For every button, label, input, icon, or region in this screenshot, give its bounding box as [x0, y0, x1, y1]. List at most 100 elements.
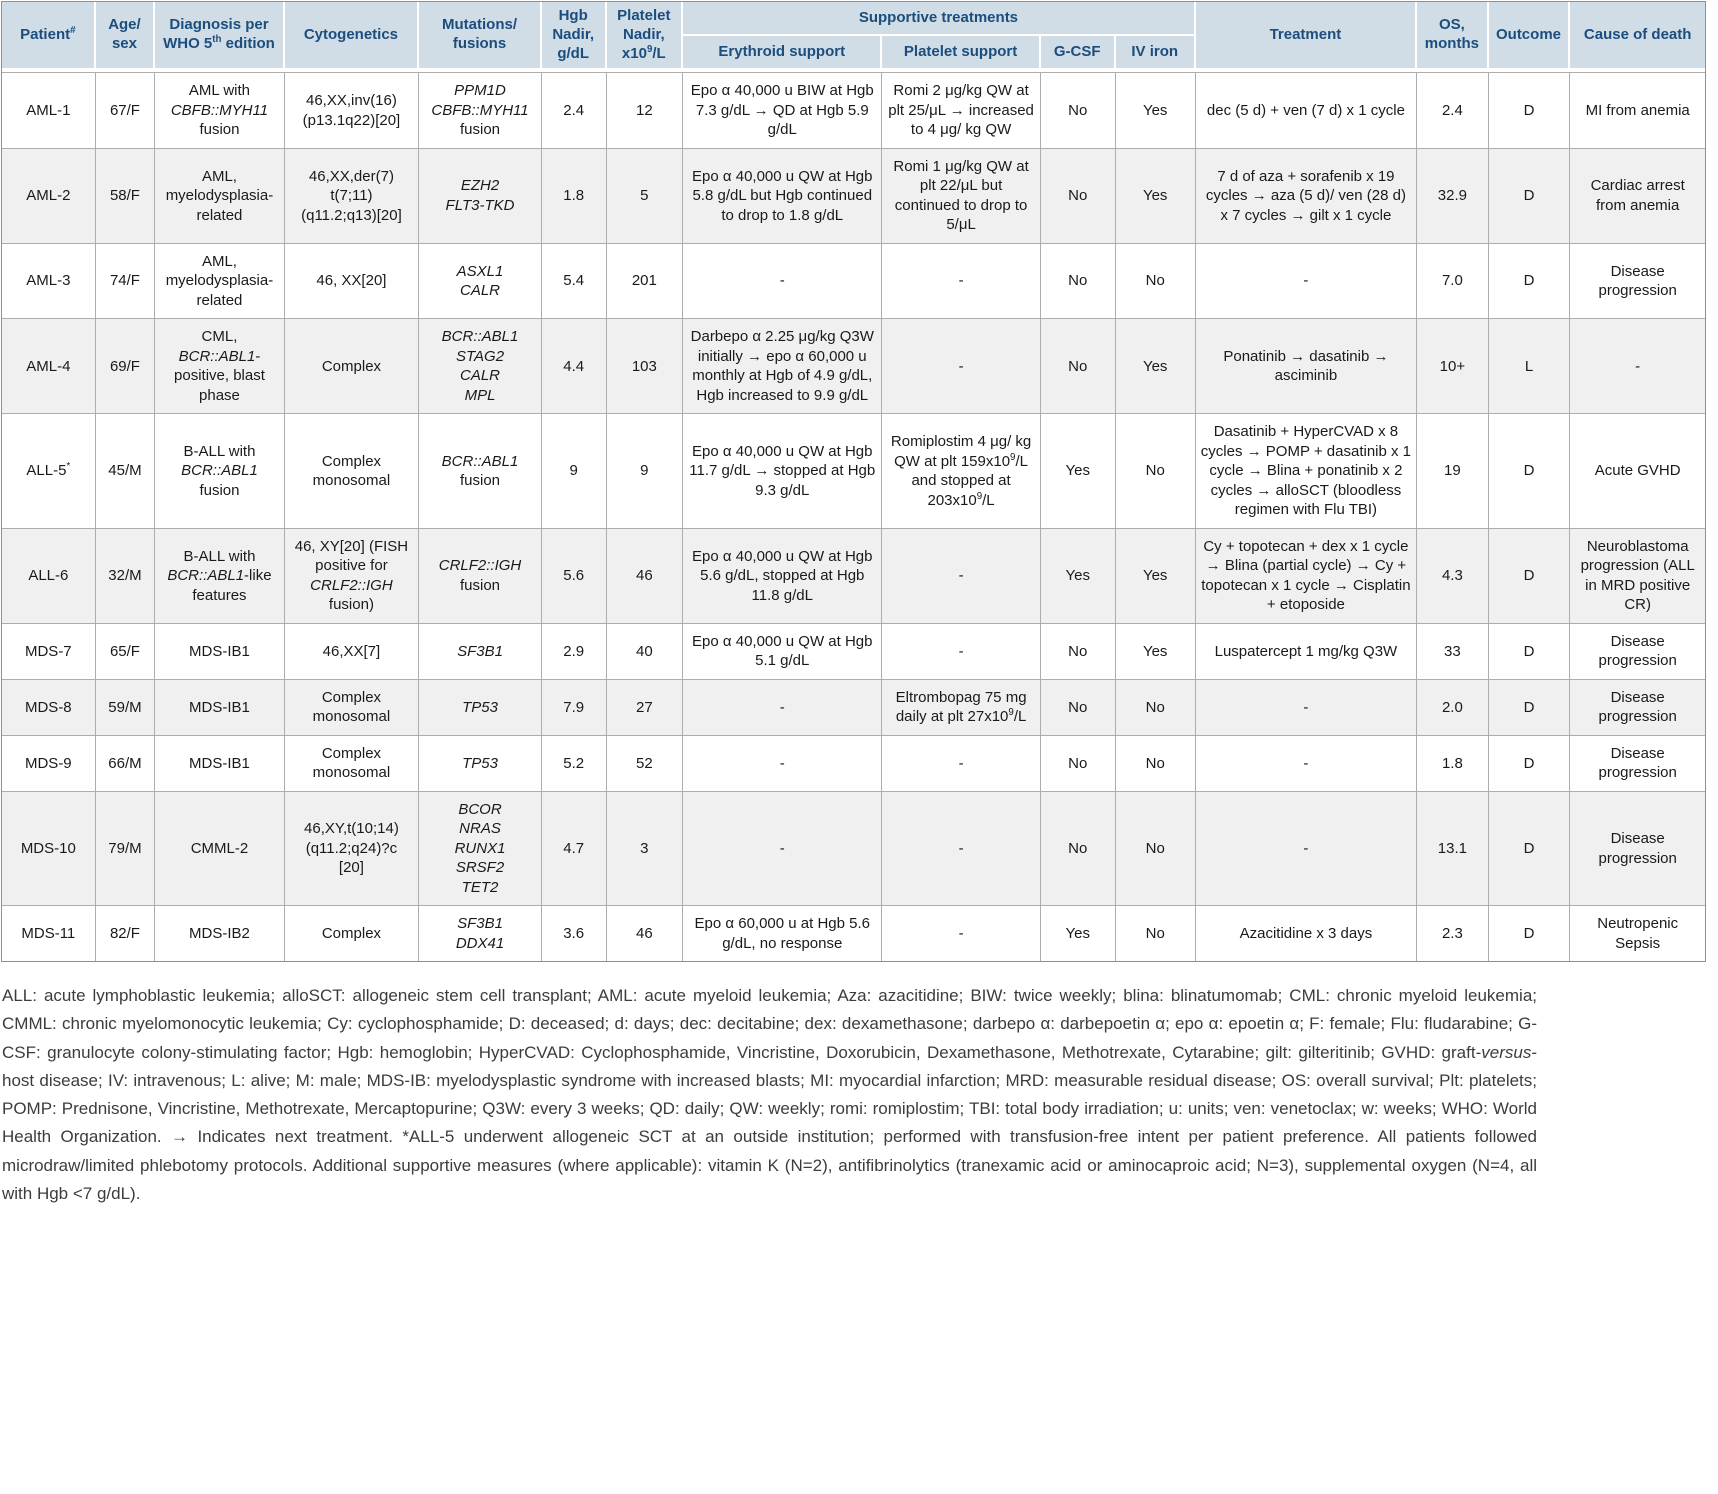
- patient-characteristics-table: Patient# Age/sex Diagnosis per WHO 5th e…: [2, 2, 1705, 962]
- cell-age-sex: 67/F: [95, 72, 156, 149]
- cell-mutations: CRLF2::IGH fusion: [419, 528, 542, 624]
- cell-treatment: -: [1195, 735, 1418, 792]
- col-header-treatment: Treatment: [1195, 2, 1418, 73]
- cell-iv-iron: Yes: [1115, 319, 1196, 415]
- cell-iv-iron: No: [1115, 906, 1196, 962]
- col-header-platelet-nadir: Platelet Nadir, x109/L: [606, 2, 684, 73]
- cell-cause-of-death: -: [1570, 319, 1705, 415]
- cell-platelet-support: -: [882, 791, 1041, 907]
- cell-cytogenetics: 46,XX[7]: [284, 623, 420, 680]
- cell-iv-iron: No: [1115, 679, 1196, 736]
- cell-age-sex: 82/F: [95, 906, 156, 962]
- cell-diagnosis: AML, myelodysplasia-related: [155, 148, 285, 244]
- cell-treatment: Cy + topotecan + dex x 1 cycle → Blina (…: [1195, 528, 1418, 624]
- cell-gcsf: No: [1040, 72, 1116, 149]
- cell-gcsf: No: [1040, 319, 1116, 415]
- cell-cause-of-death: Acute GVHD: [1570, 414, 1705, 529]
- cell-mutations: BCR::ABL1 fusion: [419, 414, 542, 529]
- cell-iv-iron: No: [1115, 791, 1196, 907]
- cell-diagnosis: AML with CBFB::MYH11 fusion: [155, 72, 285, 149]
- cell-cause-of-death: Disease progression: [1570, 679, 1705, 736]
- cell-patient: AML-4: [2, 319, 96, 415]
- cell-plt-nadir: 3: [606, 791, 684, 907]
- cell-erythroid-support: -: [683, 243, 883, 320]
- cell-diagnosis: MDS-IB2: [155, 906, 285, 962]
- cell-diagnosis: B-ALL with BCR::ABL1 fusion: [155, 414, 285, 529]
- cell-cytogenetics: Complex monosomal: [284, 414, 420, 529]
- cell-hgb-nadir: 7.9: [541, 679, 607, 736]
- cell-os-months: 7.0: [1417, 243, 1489, 320]
- cell-iv-iron: Yes: [1115, 72, 1196, 149]
- cell-gcsf: Yes: [1040, 414, 1116, 529]
- col-header-diagnosis: Diagnosis per WHO 5th edition: [155, 2, 285, 73]
- cell-age-sex: 45/M: [95, 414, 156, 529]
- cell-plt-nadir: 201: [606, 243, 684, 320]
- cell-cytogenetics: Complex monosomal: [284, 735, 420, 792]
- col-header-cause-of-death: Cause of death: [1570, 2, 1705, 73]
- table-row: AML-1 67/F AML with CBFB::MYH11 fusion 46,X…: [2, 72, 1705, 149]
- cell-outcome: D: [1488, 791, 1571, 907]
- cell-treatment: Ponatinib → dasatinib → asciminib: [1195, 319, 1418, 415]
- cell-iv-iron: No: [1115, 735, 1196, 792]
- cell-cause-of-death: Neutropenic Sepsis: [1570, 906, 1705, 962]
- table-row: MDS-8 59/M MDS-IB1 Complex monosomal TP53 7.9…: [2, 679, 1705, 736]
- cell-patient: ALL-5*: [2, 414, 96, 529]
- cell-iv-iron: Yes: [1115, 148, 1196, 244]
- cell-cytogenetics: Complex monosomal: [284, 679, 420, 736]
- cell-cause-of-death: Neuroblastoma progression (ALL in MRD po…: [1570, 528, 1705, 624]
- cell-platelet-support: -: [882, 735, 1041, 792]
- cell-age-sex: 59/M: [95, 679, 156, 736]
- cell-outcome: D: [1488, 528, 1571, 624]
- cell-hgb-nadir: 4.7: [541, 791, 607, 907]
- cell-diagnosis: MDS-IB1: [155, 679, 285, 736]
- table-row: AML-2 58/F AML, myelodysplasia-related 46,X…: [2, 148, 1705, 244]
- cell-diagnosis: CMML-2: [155, 791, 285, 907]
- cell-cause-of-death: Disease progression: [1570, 243, 1705, 320]
- cell-os-months: 1.8: [1417, 735, 1489, 792]
- cell-erythroid-support: Epo α 40,000 u QW at Hgb 11.7 g/dL → sto…: [683, 414, 883, 529]
- cell-os-months: 2.0: [1417, 679, 1489, 736]
- cell-hgb-nadir: 9: [541, 414, 607, 529]
- page: Patient# Age/sex Diagnosis per WHO 5th e…: [1, 1, 1706, 1203]
- cell-age-sex: 79/M: [95, 791, 156, 907]
- cell-treatment: -: [1195, 679, 1418, 736]
- cell-iv-iron: No: [1115, 243, 1196, 320]
- cell-erythroid-support: Epo α 40,000 u QW at Hgb 5.1 g/dL: [683, 623, 883, 680]
- cell-plt-nadir: 9: [606, 414, 684, 529]
- cell-gcsf: No: [1040, 791, 1116, 907]
- cell-cytogenetics: Complex: [284, 319, 420, 415]
- cell-outcome: D: [1488, 148, 1571, 244]
- cell-hgb-nadir: 5.6: [541, 528, 607, 624]
- cell-age-sex: 65/F: [95, 623, 156, 680]
- cell-plt-nadir: 52: [606, 735, 684, 792]
- cell-os-months: 33: [1417, 623, 1489, 680]
- cell-patient: AML-2: [2, 148, 96, 244]
- cell-outcome: D: [1488, 243, 1571, 320]
- col-header-gcsf: G-CSF: [1040, 36, 1116, 73]
- cell-treatment: 7 d of aza + sorafenib x 19 cycles → aza…: [1195, 148, 1418, 244]
- cell-plt-nadir: 40: [606, 623, 684, 680]
- cell-outcome: D: [1488, 679, 1571, 736]
- cell-erythroid-support: Epo α 40,000 u QW at Hgb 5.8 g/dL but Hg…: [683, 148, 883, 244]
- table-row: MDS-9 66/M MDS-IB1 Complex monosomal TP53 5.2…: [2, 735, 1705, 792]
- cell-iv-iron: Yes: [1115, 528, 1196, 624]
- col-header-os-months: OS, months: [1417, 2, 1489, 73]
- cell-cause-of-death: Disease progression: [1570, 735, 1705, 792]
- cell-erythroid-support: Epo α 40,000 u BIW at Hgb 7.3 g/dL → QD …: [683, 72, 883, 149]
- cell-plt-nadir: 5: [606, 148, 684, 244]
- col-header-age-sex: Age/sex: [95, 2, 156, 73]
- cell-gcsf: Yes: [1040, 906, 1116, 962]
- cell-hgb-nadir: 5.2: [541, 735, 607, 792]
- cell-patient: MDS-11: [2, 906, 96, 962]
- cell-outcome: D: [1488, 906, 1571, 962]
- cell-plt-nadir: 27: [606, 679, 684, 736]
- cell-platelet-support: -: [882, 319, 1041, 415]
- cell-os-months: 10+: [1417, 319, 1489, 415]
- cell-erythroid-support: -: [683, 679, 883, 736]
- cell-platelet-support: Romiplostim 4 μg/ kg QW at plt 159x109/L…: [882, 414, 1041, 529]
- cell-patient: MDS-7: [2, 623, 96, 680]
- cell-mutations: EZH2 FLT3-TKD: [419, 148, 542, 244]
- cell-erythroid-support: -: [683, 735, 883, 792]
- cell-gcsf: Yes: [1040, 528, 1116, 624]
- cell-erythroid-support: Epo α 60,000 u at Hgb 5.6 g/dL, no respo…: [683, 906, 883, 962]
